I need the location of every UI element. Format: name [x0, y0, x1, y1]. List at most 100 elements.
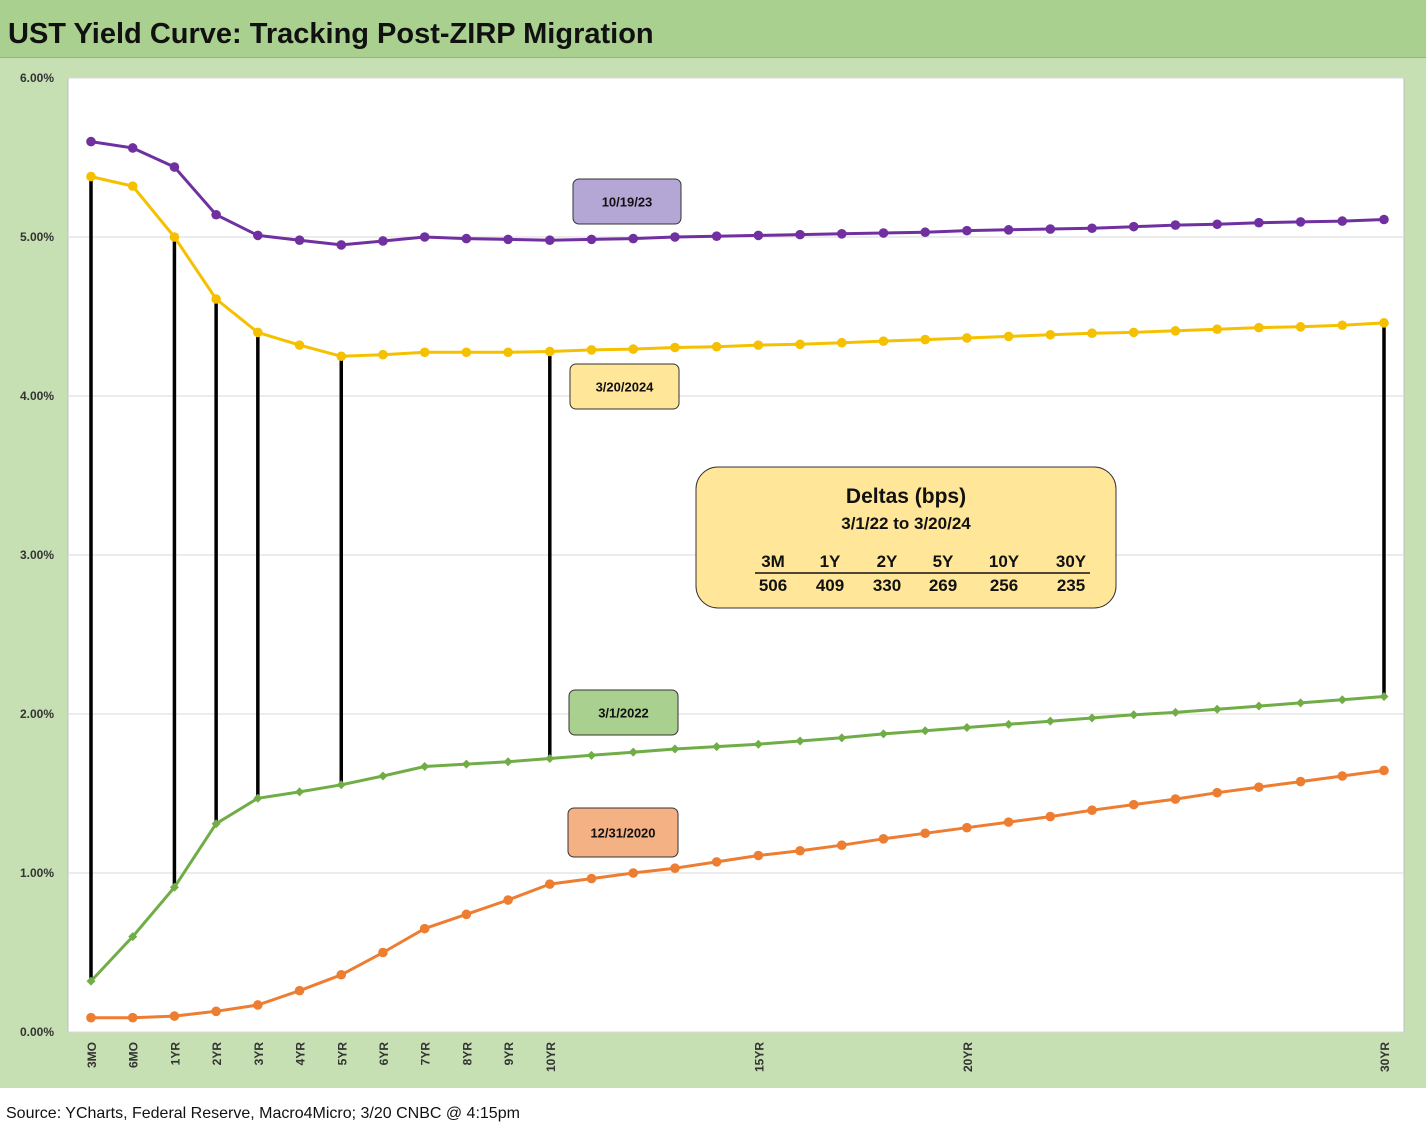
data-point: [878, 729, 888, 739]
data-point: [878, 336, 889, 346]
data-point: [1254, 217, 1264, 228]
series-group: [86, 765, 1389, 1023]
data-point: [1337, 320, 1348, 331]
data-point: [1170, 794, 1181, 804]
data-point: [503, 347, 513, 358]
y-tick-label: 1.00%: [20, 866, 54, 880]
data-point: [86, 976, 96, 986]
data-point: [1254, 782, 1264, 792]
x-tick-label: 2YR: [210, 1042, 224, 1066]
series-label: 3/20/2024: [569, 363, 680, 410]
data-point: [169, 232, 180, 242]
y-tick-label: 3.00%: [20, 548, 54, 562]
data-point: [378, 349, 388, 360]
data-point: [419, 232, 430, 242]
series-labels: 10/19/23 3/20/2024 3/1/2022 12/31/2020: [567, 178, 682, 858]
series-label: 12/31/2020: [567, 807, 679, 858]
x-tick-label: 15YR: [752, 1042, 766, 1072]
data-point: [962, 723, 972, 733]
data-point: [127, 143, 138, 153]
data-point: [378, 947, 388, 958]
deltas-subtitle: 3/1/22 to 3/20/24: [841, 514, 971, 533]
data-point: [711, 857, 722, 867]
data-point: [461, 909, 472, 920]
data-point: [128, 932, 138, 942]
data-point: [1087, 805, 1097, 815]
y-tick-label: 5.00%: [20, 230, 54, 244]
data-point: [711, 231, 722, 242]
data-point: [461, 233, 472, 244]
data-point: [1045, 716, 1055, 726]
deltas-value: 409: [816, 576, 844, 595]
title-bar: UST Yield Curve: Tracking Post-ZIRP Migr…: [0, 0, 1426, 58]
data-point: [169, 1011, 180, 1021]
data-point: [86, 136, 96, 147]
data-point: [920, 227, 930, 238]
data-point: [1087, 328, 1097, 338]
deltas-value: 269: [929, 576, 957, 595]
data-point: [1379, 318, 1389, 328]
series-line: [89, 695, 1385, 983]
data-point: [545, 235, 555, 245]
data-point: [1004, 719, 1014, 729]
data-point: [461, 347, 472, 358]
data-point: [1337, 771, 1348, 781]
data-point: [1128, 799, 1139, 810]
series-line: [90, 175, 1385, 358]
series-group: [86, 692, 1389, 986]
data-point: [586, 873, 597, 884]
series-label-box: [569, 363, 680, 410]
series-label-text: 12/31/2020: [590, 826, 655, 841]
data-point: [211, 294, 221, 304]
x-tick-label: 4YR: [294, 1042, 308, 1066]
data-point: [419, 347, 430, 358]
data-point: [294, 235, 305, 245]
data-point: [127, 1012, 138, 1023]
data-point: [962, 333, 972, 343]
x-tick-label: 10YR: [544, 1042, 558, 1072]
data-point: [1295, 322, 1306, 332]
data-point: [1170, 220, 1181, 230]
data-point: [1212, 704, 1222, 714]
data-point: [628, 747, 638, 757]
yield-curve-chart: 0.00% 1.00% 2.00% 3.00% 4.00% 5.00% 6.00% 3MO 6…: [20, 71, 1405, 1072]
x-tick-label: 3MO: [85, 1042, 99, 1068]
data-point: [1295, 776, 1306, 787]
data-point: [670, 863, 680, 874]
data-point: [1129, 710, 1139, 720]
data-point: [169, 162, 180, 172]
data-point: [545, 346, 555, 357]
x-tick-label: 30YR: [1378, 1042, 1392, 1072]
deltas-header: 30Y: [1056, 552, 1087, 571]
data-point: [795, 339, 805, 350]
data-point: [878, 228, 889, 238]
data-point: [712, 742, 722, 752]
data-point: [670, 342, 680, 353]
x-tick-label: 20YR: [961, 1042, 975, 1072]
data-point: [962, 822, 972, 833]
data-point: [920, 726, 930, 736]
data-point: [1379, 692, 1389, 702]
data-point: [878, 834, 889, 844]
data-point: [753, 850, 764, 861]
data-point: [836, 337, 847, 348]
data-point: [461, 759, 471, 769]
series-label-text: 10/19/23: [602, 195, 653, 210]
data-point: [1128, 327, 1139, 338]
deltas-header: 5Y: [933, 552, 954, 571]
data-point: [795, 229, 805, 240]
data-point: [294, 340, 305, 350]
source-bar: Source: YCharts, Federal Reserve, Macro4…: [0, 1088, 1426, 1132]
data-point: [628, 868, 639, 878]
data-point: [711, 341, 722, 352]
series-label-text: 3/20/2024: [596, 380, 655, 395]
data-point: [295, 787, 305, 797]
data-point: [836, 229, 847, 239]
deltas-title: Deltas (bps): [846, 485, 966, 508]
data-point: [336, 969, 347, 980]
data-point: [503, 757, 513, 767]
data-point: [545, 879, 555, 889]
x-tick-label: 8YR: [460, 1042, 474, 1066]
x-tick-label: 3YR: [252, 1042, 266, 1066]
y-tick-label: 4.00%: [20, 389, 54, 403]
